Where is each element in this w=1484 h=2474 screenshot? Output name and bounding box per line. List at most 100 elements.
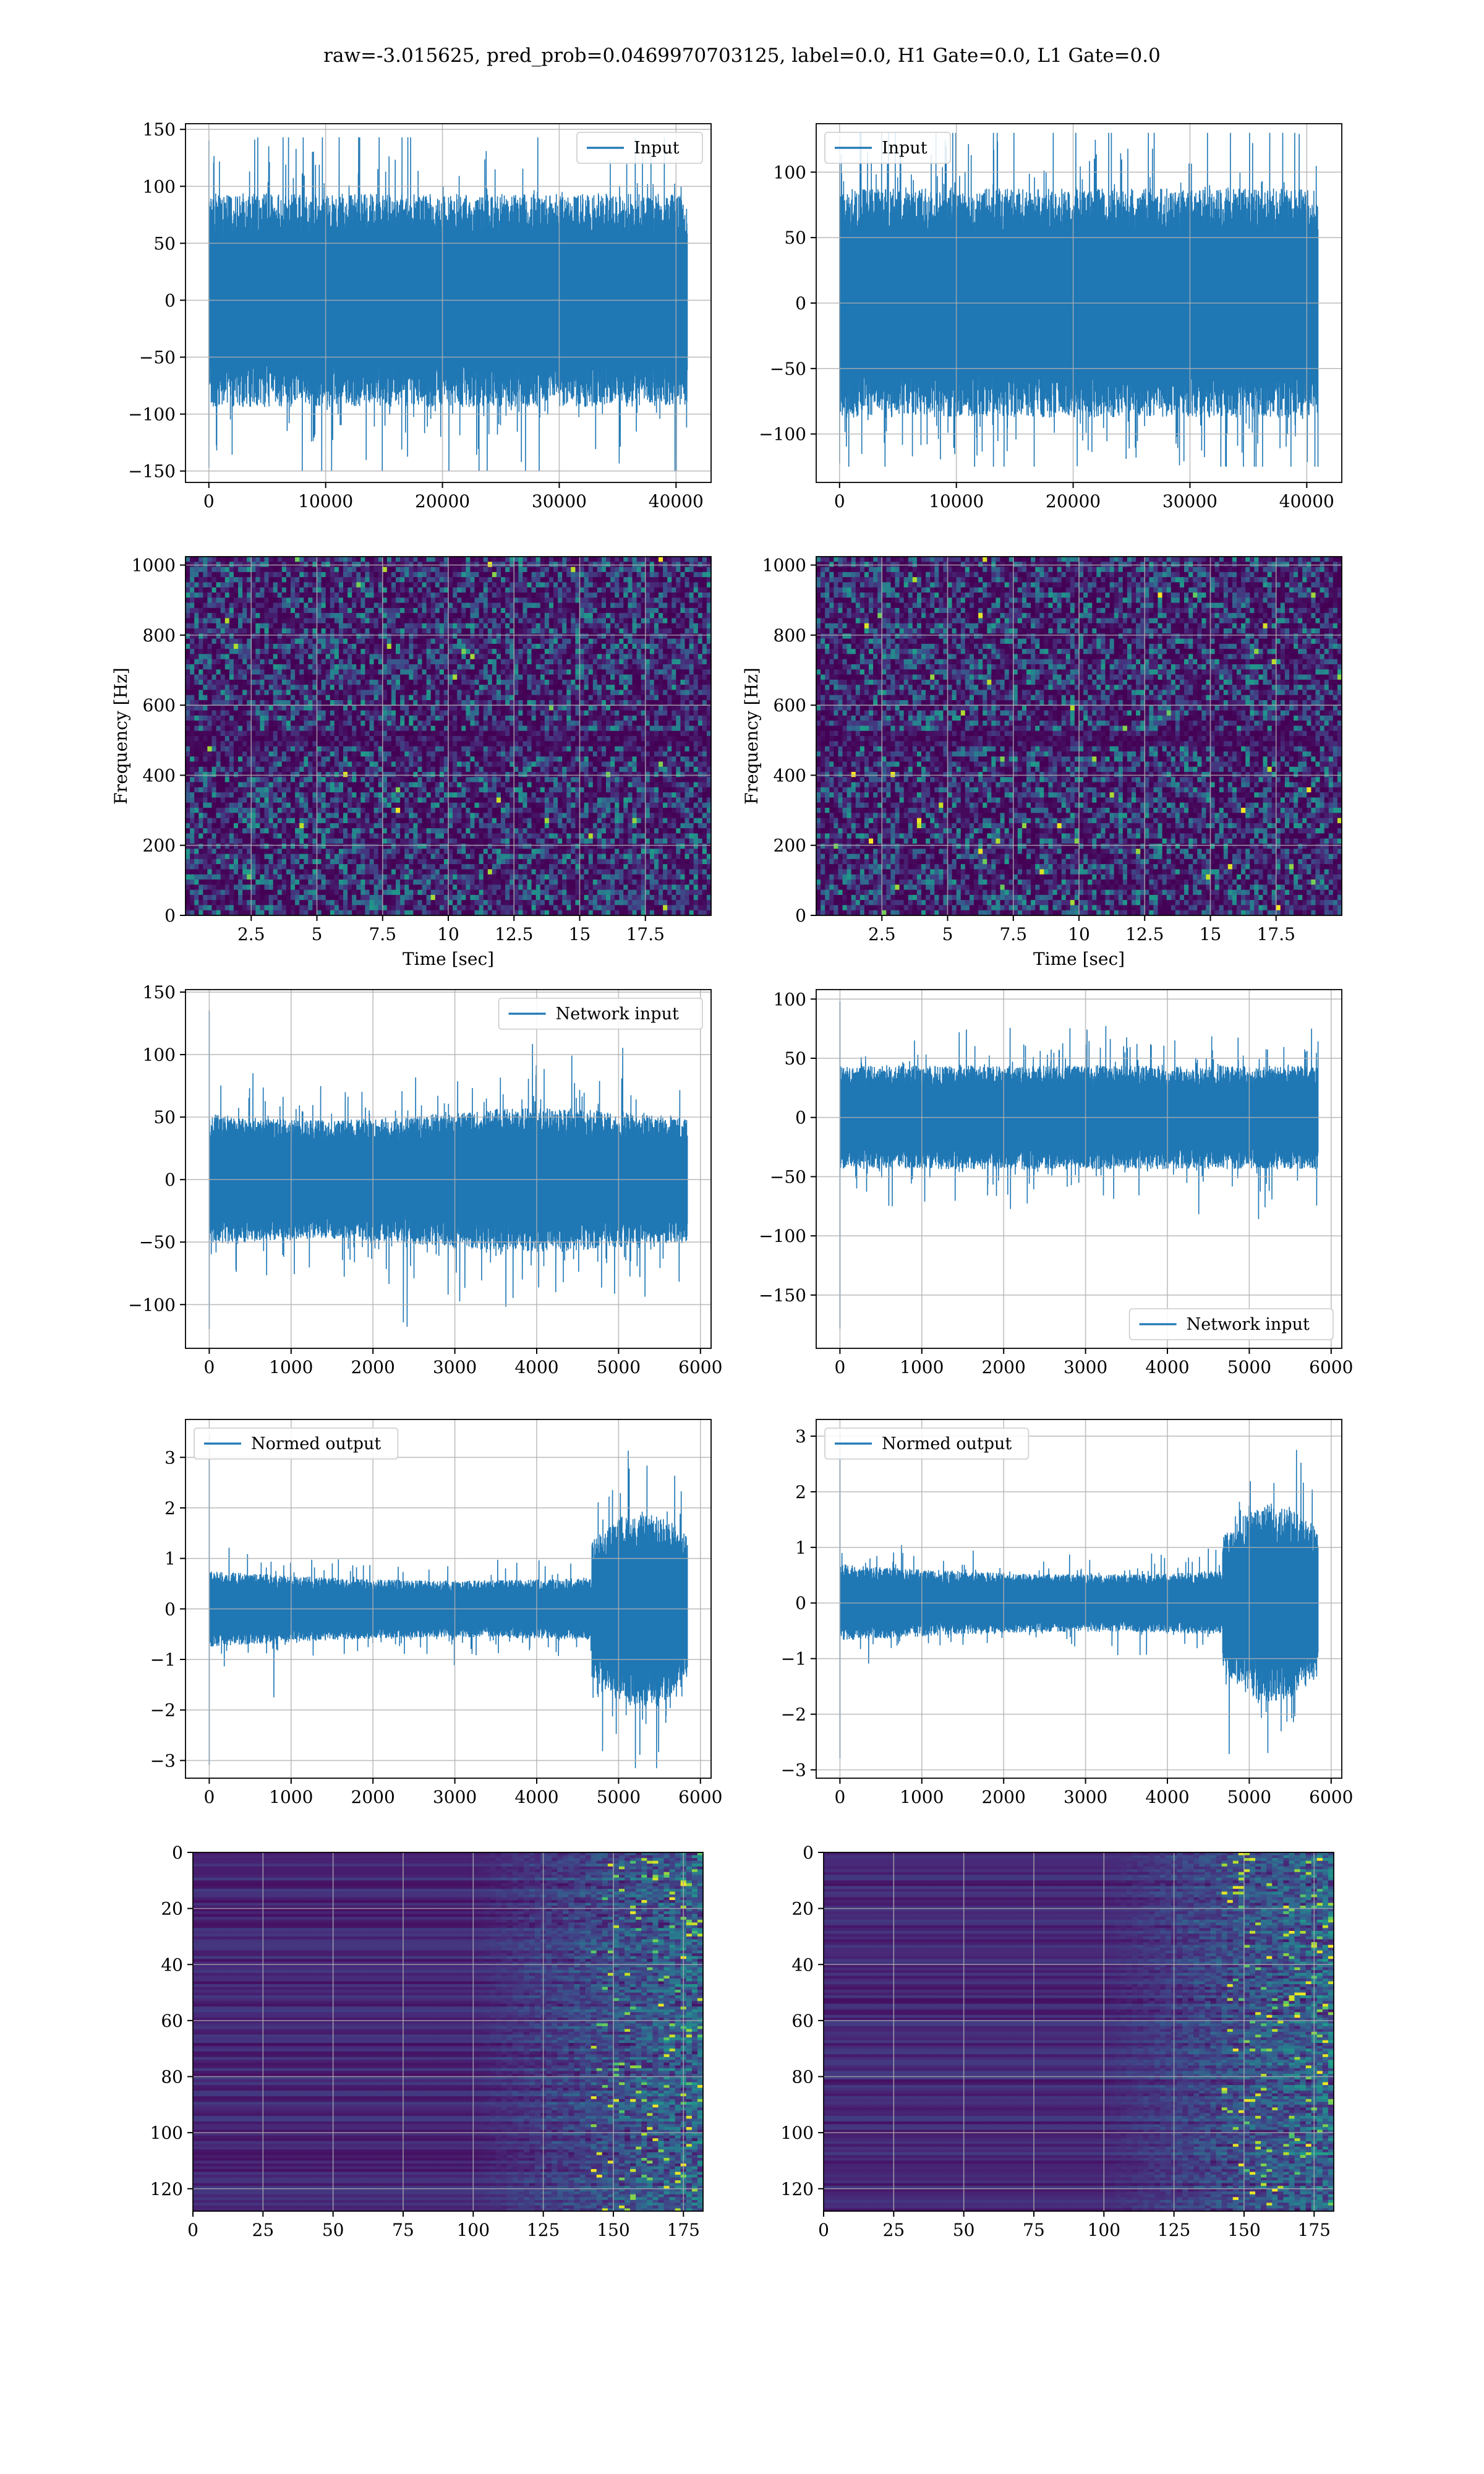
- spectrogram-cell: [295, 726, 300, 732]
- spectrogram-cell: [378, 597, 383, 604]
- spectrogram-cell: [216, 858, 221, 865]
- spectrogram-cell: [330, 618, 335, 624]
- spectrogram-cell: [426, 884, 432, 891]
- spectrogram-cell: [373, 808, 379, 813]
- spectrogram-cell: [190, 746, 195, 752]
- spectrogram-cell: [396, 854, 401, 860]
- spectrogram-cell: [338, 777, 344, 783]
- spectrogram-cell: [348, 700, 352, 706]
- spectrogram-cell: [422, 777, 427, 783]
- spectrogram-cell: [251, 787, 256, 793]
- spectrogram-cell: [299, 571, 304, 578]
- spectrogram-cell: [439, 700, 445, 706]
- spectrogram-cell: [365, 894, 370, 901]
- spectrogram-cell: [391, 607, 396, 614]
- spectrogram-cell: [391, 808, 396, 813]
- spectrogram-cell: [224, 557, 230, 562]
- spectrogram-cell: [352, 643, 357, 649]
- spectrogram-cell: [430, 613, 436, 618]
- spectrogram-cell: [461, 900, 466, 905]
- spectrogram-cell: [242, 869, 247, 875]
- spectrogram-cell: [216, 746, 221, 752]
- spectrogram-cell: [373, 567, 379, 573]
- y-tick-label: 100: [143, 176, 176, 197]
- spectrogram-cell: [229, 597, 234, 604]
- spectrogram-cell: [453, 797, 458, 803]
- spectrogram-cell: [312, 695, 318, 701]
- spectrogram-cell: [220, 700, 226, 706]
- spectrogram-cell: [203, 721, 208, 726]
- spectrogram-cell: [396, 782, 401, 788]
- spectrogram-cell: [352, 808, 357, 813]
- spectrogram-cell: [321, 761, 326, 768]
- spectrogram-cell: [391, 736, 396, 742]
- spectrogram-cell: [487, 741, 493, 747]
- spectrogram-cell: [286, 577, 291, 583]
- spectrogram-cell: [255, 828, 260, 834]
- spectrogram-cell: [409, 602, 414, 609]
- spectrogram-cell: [352, 844, 357, 849]
- spectrogram-cell: [338, 761, 344, 768]
- spectrogram-cell: [360, 869, 365, 875]
- spectrogram-cell: [317, 787, 322, 793]
- spectrogram-cell: [343, 844, 348, 849]
- spectrogram-cell: [365, 730, 370, 737]
- spectrogram-cell: [330, 894, 335, 901]
- spectrogram-cell: [396, 772, 401, 777]
- spectrogram-cell: [251, 818, 256, 824]
- spectrogram-cell: [308, 659, 313, 665]
- spectrogram-cell: [360, 690, 365, 696]
- spectrogram-cell: [461, 695, 466, 701]
- spectrogram-cell: [439, 571, 445, 578]
- spectrogram-cell: [229, 802, 234, 808]
- spectrogram-cell: [439, 838, 445, 844]
- spectrogram-cell: [413, 613, 418, 618]
- spectrogram-cell: [325, 577, 331, 583]
- spectrogram-cell: [487, 674, 493, 680]
- spectrogram-cell: [325, 618, 331, 624]
- spectrogram-cell: [422, 858, 427, 865]
- spectrogram-cell: [247, 844, 252, 849]
- spectrogram-cell: [479, 664, 484, 670]
- spectrogram-cell: [417, 587, 423, 593]
- spectrogram-cell: [295, 858, 300, 865]
- spectrogram-cell: [470, 905, 475, 911]
- spectrogram-cell: [286, 567, 291, 573]
- spectrogram-cell: [400, 567, 405, 573]
- spectrogram-cell: [453, 741, 458, 747]
- spectrogram-cell: [233, 900, 239, 905]
- spectrogram-cell: [483, 602, 488, 609]
- spectrogram-cell: [273, 643, 278, 649]
- spectrogram-cell: [348, 900, 352, 905]
- spectrogram-cell: [448, 894, 453, 901]
- spectrogram-cell: [317, 838, 322, 844]
- spectrogram-cell: [308, 787, 313, 793]
- spectrogram-cell: [448, 766, 453, 773]
- spectrogram-cell: [356, 838, 361, 844]
- spectrogram-cell: [330, 705, 335, 711]
- spectrogram-cell: [308, 710, 313, 716]
- spectrogram-cell: [404, 828, 409, 834]
- spectrogram-cell: [422, 813, 427, 819]
- spectrogram-cell: [365, 607, 370, 614]
- spectrogram-cell: [233, 618, 239, 624]
- spectrogram-cell: [299, 669, 304, 675]
- spectrogram-cell: [334, 613, 339, 618]
- spectrogram-cell: [211, 869, 217, 875]
- spectrogram-cell: [242, 802, 247, 808]
- spectrogram-cell: [317, 741, 322, 747]
- spectrogram-cell: [470, 674, 475, 680]
- spectrogram-cell: [443, 695, 449, 701]
- spectrogram-cell: [247, 562, 252, 568]
- spectrogram-cell: [356, 730, 361, 737]
- spectrogram-cell: [281, 628, 287, 634]
- spectrogram-cell: [198, 813, 203, 819]
- spectrogram-cell: [443, 782, 449, 788]
- spectrogram-cell: [457, 726, 462, 732]
- spectrogram-cell: [321, 766, 326, 773]
- spectrogram-cell: [343, 736, 348, 742]
- spectrogram-cell: [190, 669, 195, 675]
- spectrogram-cell: [238, 638, 243, 644]
- spectrogram-cell: [216, 884, 221, 891]
- spectrogram-cell: [422, 571, 427, 578]
